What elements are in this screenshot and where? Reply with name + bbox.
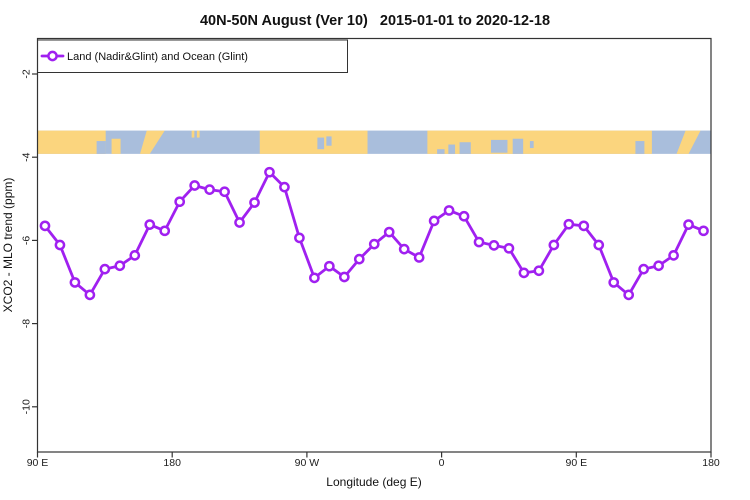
data-point-marker xyxy=(174,196,186,208)
land-segment xyxy=(96,130,106,142)
data-point-marker xyxy=(249,197,260,208)
data-point-marker xyxy=(383,226,395,238)
data-point-marker xyxy=(159,225,171,237)
land-segment xyxy=(259,130,368,154)
data-point-marker xyxy=(69,277,81,288)
data-point-marker xyxy=(443,205,455,216)
data-series xyxy=(39,166,709,301)
data-point-marker xyxy=(39,220,51,232)
land-segment xyxy=(191,130,195,138)
data-point-marker xyxy=(84,289,96,301)
data-point-marker xyxy=(353,253,365,265)
data-point-marker xyxy=(324,260,335,272)
land-segment xyxy=(676,130,701,154)
data-point-marker xyxy=(144,219,156,230)
legend-marker-icon xyxy=(47,50,58,62)
water-segment xyxy=(512,138,524,154)
land-segment xyxy=(111,138,121,154)
x-axis-title: Longitude (deg E) xyxy=(326,475,421,489)
legend-box xyxy=(37,39,348,73)
data-point-marker xyxy=(204,184,215,195)
data-point-marker xyxy=(668,250,679,261)
land-segment xyxy=(37,130,106,154)
land-segment xyxy=(427,130,652,154)
data-point-marker xyxy=(279,181,290,193)
legend-label: Land (Nadir&Glint) and Ocean (Glint) xyxy=(67,51,248,63)
world-map-strip xyxy=(37,130,711,154)
data-point-marker xyxy=(653,260,664,272)
data-point-marker xyxy=(578,220,590,232)
data-point-marker xyxy=(368,238,380,250)
data-point-marker xyxy=(189,180,200,191)
data-point-marker xyxy=(99,263,111,275)
data-point-marker xyxy=(264,166,275,178)
water-segment xyxy=(529,141,534,149)
axes: 90 E 180 90 W 0 90 E 180 -2 -4 -6 -8 -10 xyxy=(21,37,720,469)
y-tick-label: -8 xyxy=(21,319,33,328)
data-point-marker xyxy=(623,289,635,301)
data-point-marker xyxy=(309,272,320,284)
x-tick-label: 0 xyxy=(439,457,445,469)
water-segment xyxy=(96,141,106,154)
data-point-marker xyxy=(593,239,605,251)
data-point-marker xyxy=(683,219,694,230)
water-segment xyxy=(490,139,508,153)
plot-border xyxy=(36,37,712,453)
land-segment xyxy=(140,130,165,154)
y-tick-label: -2 xyxy=(21,69,33,78)
y-axis-title: XCO2 - MLO trend (ppm) xyxy=(1,178,15,313)
water-segment xyxy=(326,136,332,146)
data-point-marker xyxy=(533,265,545,277)
data-point-marker xyxy=(548,239,560,251)
legend: Land (Nadir&Glint) and Ocean (Glint) xyxy=(37,39,348,73)
x-tick-label: 180 xyxy=(163,457,181,469)
water-segment xyxy=(448,144,456,154)
y-tick-label: -10 xyxy=(21,399,33,414)
data-point-marker xyxy=(563,218,575,230)
data-point-marker xyxy=(503,242,515,254)
data-point-marker xyxy=(129,250,141,261)
y-tick-label: -6 xyxy=(21,236,33,245)
data-point-marker xyxy=(219,186,230,198)
data-point-marker xyxy=(234,217,245,228)
data-point-marker xyxy=(114,260,126,272)
data-point-marker xyxy=(608,277,620,288)
data-point-marker xyxy=(458,210,470,222)
data-point-marker xyxy=(518,267,530,279)
data-point-marker xyxy=(54,239,66,251)
x-tick-label: 90 W xyxy=(295,457,320,469)
data-point-marker xyxy=(338,271,350,283)
data-point-marker xyxy=(698,225,709,237)
water-segment xyxy=(459,142,471,154)
data-point-marker xyxy=(473,236,485,248)
y-tick-label: -4 xyxy=(21,152,33,161)
data-point-marker xyxy=(638,263,650,275)
data-point-marker xyxy=(488,240,500,251)
x-tick-label: 90 E xyxy=(27,457,49,469)
water-segment xyxy=(437,149,445,154)
water-segment xyxy=(635,141,645,154)
chart-title: 40N-50N August (Ver 10) 2015-01-01 to 20… xyxy=(200,13,550,29)
data-point-marker xyxy=(398,243,410,255)
land-segment xyxy=(196,130,200,138)
water-segment xyxy=(317,137,325,150)
x-tick-label: 90 E xyxy=(565,457,587,469)
data-point-marker xyxy=(294,232,305,244)
data-point-marker xyxy=(428,215,440,227)
series-line xyxy=(43,170,705,297)
x-tick-label: 180 xyxy=(702,457,720,469)
data-point-marker xyxy=(413,252,425,263)
